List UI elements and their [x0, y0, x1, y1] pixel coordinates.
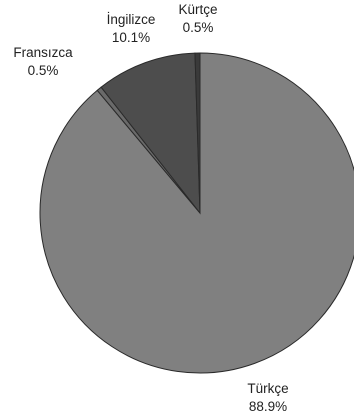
slice-value: 0.5%	[183, 20, 214, 35]
pie-slice-turkce	[39, 52, 354, 374]
slices-layer	[39, 52, 354, 374]
slice-value: 88.9%	[249, 399, 287, 414]
slice-label-kurtce: Kürtçe 0.5%	[178, 2, 217, 35]
slice-name: Kürtçe	[178, 2, 217, 17]
pie-slice-ingilizce	[100, 52, 201, 215]
slice-label-ingilizce: İngilizce 10.1%	[107, 12, 156, 45]
slice-name: İngilizce	[107, 12, 156, 27]
slice-value: 10.1%	[112, 30, 150, 45]
labels-layer: Türkçe 88.9% Fransızca 0.5% İngilizce 10.1% Kü…	[13, 2, 288, 414]
slice-label-fransizca: Fransızca 0.5%	[13, 45, 73, 78]
slice-value: 0.5%	[28, 63, 59, 78]
slice-name: Fransızca	[13, 45, 73, 60]
pie-slice-kurtce	[194, 52, 201, 214]
slice-label-turkce: Türkçe 88.9%	[247, 381, 288, 414]
slice-name: Türkçe	[247, 381, 288, 396]
